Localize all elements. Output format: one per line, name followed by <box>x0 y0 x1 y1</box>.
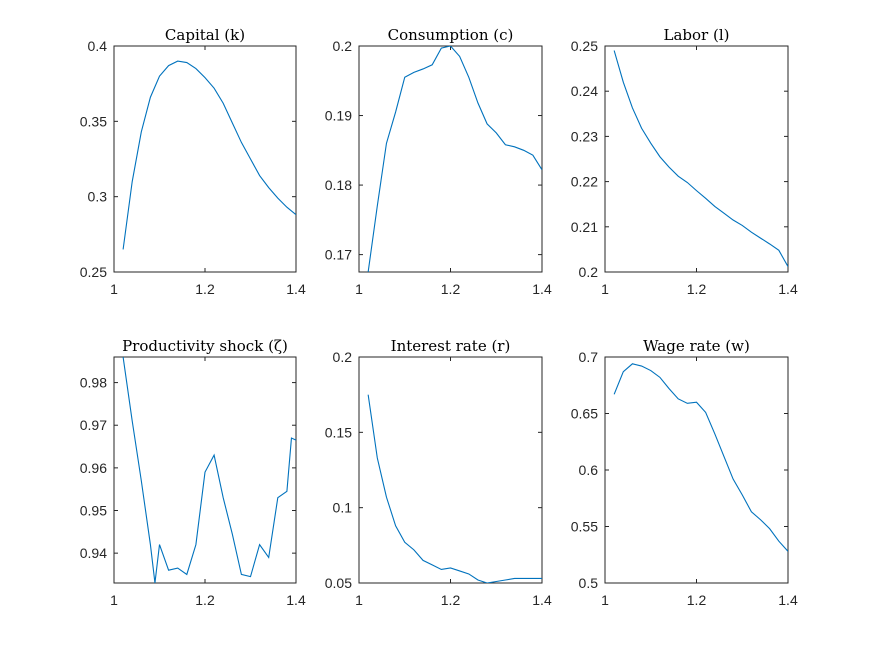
capital-title: Capital (k) <box>165 26 245 44</box>
labor-xtick-label: 1.4 <box>778 281 798 297</box>
interest-rate-subplot: 1 1.2 1.4 0.05 0.1 0.15 0.2 Interest rate (r) <box>325 337 552 608</box>
wage-rate-ytick-label: 0.7 <box>579 349 599 365</box>
wage-rate-title: Wage rate (w) <box>643 337 750 355</box>
consumption-axes-box <box>358 45 543 273</box>
labor-ytick-label: 0.21 <box>571 219 598 235</box>
productivity-shock-series-line <box>122 357 296 583</box>
capital-subplot: 1 1.2 1.4 0.25 0.3 0.35 0.4 Capital (k) <box>80 26 306 297</box>
interest-rate-xtick-label: 1 <box>355 592 363 608</box>
productivity-shock-ytick-label: 0.95 <box>80 503 107 519</box>
productivity-shock-axes-box <box>113 356 297 584</box>
capital-ytick-label: 0.25 <box>80 264 107 280</box>
consumption-title: Consumption (c) <box>388 26 514 44</box>
productivity-shock-title: Productivity shock (ζ) <box>122 337 288 355</box>
wage-rate-xtick-label: 1 <box>601 592 609 608</box>
productivity-shock-subplot: 1 1.2 1.4 0.94 0.95 0.96 0.97 0.98 Productivity … <box>80 337 306 608</box>
capital-xtick-label: 1 <box>110 281 118 297</box>
labor-ytick-label: 0.22 <box>571 174 598 190</box>
labor-xtick-label: 1.2 <box>687 281 707 297</box>
capital-axes-box <box>113 45 297 273</box>
interest-rate-title: Interest rate (r) <box>391 337 511 355</box>
wage-rate-ytick-label: 0.6 <box>579 462 599 478</box>
interest-rate-ytick-label: 0.2 <box>333 349 353 365</box>
wage-rate-xtick-label: 1.2 <box>687 592 707 608</box>
consumption-ytick-label: 0.17 <box>325 247 352 263</box>
interest-rate-xtick-label: 1.2 <box>441 592 461 608</box>
wage-rate-ytick-label: 0.55 <box>571 519 598 535</box>
capital-ytick-label: 0.3 <box>88 189 108 205</box>
consumption-ytick-label: 0.19 <box>325 108 352 124</box>
consumption-xtick-label: 1.2 <box>441 281 461 297</box>
capital-series-line <box>122 60 296 250</box>
labor-subplot: 1 1.2 1.4 0.2 0.21 0.22 0.23 0.24 0.25 Labor (l) <box>571 26 798 297</box>
interest-rate-series-line <box>367 394 542 583</box>
labor-ytick-label: 0.2 <box>579 264 599 280</box>
wage-rate-ytick-label: 0.5 <box>579 575 599 591</box>
consumption-xtick-label: 1.4 <box>532 281 552 297</box>
productivity-shock-ytick-label: 0.94 <box>80 545 107 561</box>
labor-ytick-label: 0.24 <box>571 83 598 99</box>
wage-rate-ytick-label: 0.65 <box>571 406 598 422</box>
consumption-subplot: 1 1.2 1.4 0.17 0.18 0.19 0.2 Consumption (c) <box>325 26 552 297</box>
interest-rate-ytick-label: 0.1 <box>333 500 353 516</box>
consumption-ytick-label: 0.18 <box>325 177 352 193</box>
interest-rate-xtick-label: 1.4 <box>532 592 552 608</box>
capital-ytick-label: 0.35 <box>80 113 107 129</box>
productivity-shock-xtick-label: 1 <box>110 592 118 608</box>
labor-series-line <box>613 50 788 267</box>
wage-rate-axes-box <box>604 356 789 584</box>
wage-rate-subplot: 1 1.2 1.4 0.5 0.55 0.6 0.65 0.7 Wage rate (w) <box>571 337 798 608</box>
labor-xtick-label: 1 <box>601 281 609 297</box>
interest-rate-axes-box <box>358 356 543 584</box>
interest-rate-ytick-label: 0.05 <box>325 575 352 591</box>
wage-rate-xtick-label: 1.4 <box>778 592 798 608</box>
interest-rate-ytick-label: 0.15 <box>325 424 352 440</box>
consumption-ytick-label: 0.2 <box>333 38 353 54</box>
productivity-shock-xtick-label: 1.2 <box>195 592 215 608</box>
productivity-shock-ytick-label: 0.98 <box>80 375 107 391</box>
consumption-xtick-label: 1 <box>355 281 363 297</box>
capital-xtick-label: 1.2 <box>195 281 215 297</box>
wage-rate-series-line <box>613 363 788 552</box>
productivity-shock-xtick-label: 1.4 <box>286 592 306 608</box>
capital-xtick-label: 1.4 <box>286 281 306 297</box>
labor-title: Labor (l) <box>664 26 730 44</box>
labor-ytick-label: 0.25 <box>571 38 598 54</box>
capital-ytick-label: 0.4 <box>88 38 108 54</box>
productivity-shock-ytick-label: 0.97 <box>80 417 107 433</box>
consumption-series-line <box>367 46 542 272</box>
labor-ytick-label: 0.23 <box>571 128 598 144</box>
productivity-shock-ytick-label: 0.96 <box>80 460 107 476</box>
